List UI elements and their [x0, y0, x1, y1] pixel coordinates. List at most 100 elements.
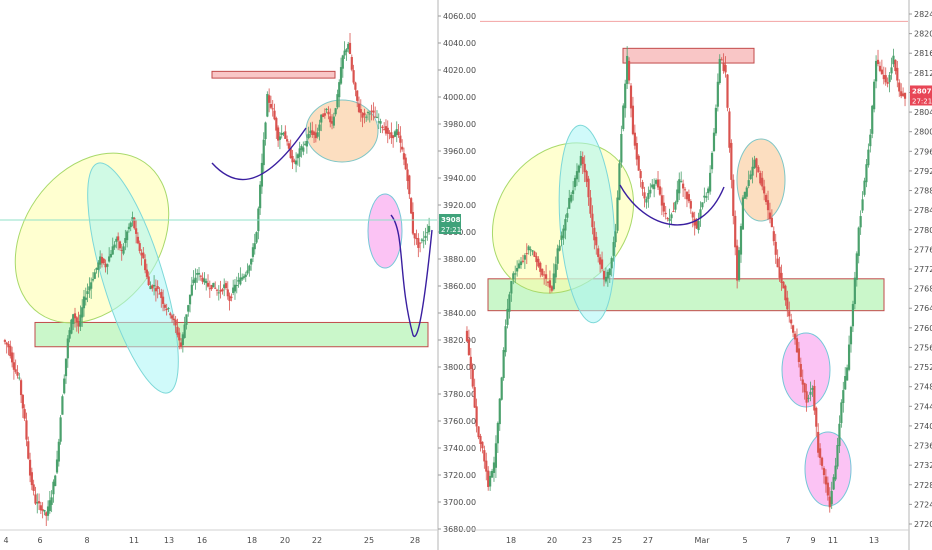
candle-body [533, 251, 536, 257]
candle-body [325, 108, 328, 110]
candle-body [375, 116, 379, 118]
candle-body [214, 287, 217, 289]
candle-body [43, 509, 46, 512]
y-tick-label: 3720.00 [443, 471, 476, 480]
candle-body [672, 211, 675, 213]
candle-body [531, 250, 534, 252]
x-tick-label: 13 [164, 536, 174, 545]
candle-body [583, 163, 586, 173]
candle-body [649, 189, 652, 194]
candle-body [127, 226, 131, 230]
candle-body [386, 127, 389, 134]
candle-body [393, 131, 397, 137]
candle-body [776, 258, 779, 268]
candle-body [172, 318, 175, 321]
candle-body [309, 130, 312, 134]
candle-body [757, 167, 760, 173]
y-tick-label: 2796.0 [914, 147, 932, 156]
price-label-box [910, 85, 932, 96]
candle-body [705, 196, 708, 198]
x-tick-label: 9 [810, 536, 815, 545]
candle-body [312, 131, 316, 136]
candle-body [291, 155, 294, 163]
panel-divider [446, 0, 454, 550]
candle-body [54, 475, 57, 487]
candle-body [66, 338, 69, 359]
candle-body [269, 103, 273, 108]
y-tick-label: 2760.0 [914, 324, 932, 333]
candle-body [734, 215, 737, 248]
candle-body [336, 94, 339, 108]
candle-body [566, 213, 569, 218]
candle-body [284, 131, 287, 139]
candle-body [836, 445, 839, 467]
candle-body [334, 108, 337, 115]
y-tick-label: 3760.00 [443, 417, 476, 426]
candle-body [37, 501, 41, 504]
candle-body [774, 241, 777, 255]
candle-body [45, 512, 48, 516]
candle-body [718, 58, 721, 83]
candle-body [10, 352, 14, 363]
candle-body [41, 509, 44, 511]
candle-body [552, 273, 555, 290]
candle-body [502, 349, 505, 378]
candle-body [341, 55, 344, 69]
candle-body [167, 308, 170, 310]
candle-body [39, 505, 42, 511]
candle-body [303, 143, 307, 145]
x-tick-label: 8 [84, 536, 89, 545]
candle-body [19, 380, 23, 396]
candle-body [693, 218, 696, 226]
y-tick-label: 2812.0 [914, 69, 932, 78]
y-tick-label: 2732.0 [914, 461, 932, 470]
y-tick-label: 2772.0 [914, 265, 932, 274]
candle-body [377, 121, 380, 123]
x-tick-label: 5 [742, 536, 747, 545]
candle-body [824, 476, 828, 485]
candle-body [546, 281, 550, 283]
y-tick-label: 2764.0 [914, 304, 932, 313]
highlight-ellipse [305, 99, 379, 163]
candle-body [415, 237, 418, 240]
candle-body [361, 113, 364, 118]
candle-body [610, 258, 613, 269]
candle-body [388, 132, 391, 134]
candle-body [169, 313, 172, 316]
candle-body [28, 459, 32, 476]
candle-body [381, 126, 384, 128]
candle-body [896, 67, 899, 81]
candle-body [208, 288, 211, 290]
highlight-ellipse [367, 193, 403, 269]
candle-body [68, 330, 71, 339]
candle-body [600, 259, 604, 269]
candle-body [90, 282, 93, 289]
candle-body [637, 155, 640, 171]
candle-body [805, 391, 808, 403]
candle-body [473, 387, 476, 408]
candle-body [469, 356, 472, 370]
candle-body [888, 74, 891, 83]
candle-body [564, 219, 567, 231]
x-tick-label: 18 [506, 536, 516, 545]
x-tick-label: 25 [612, 536, 622, 545]
candle-body [772, 231, 775, 242]
candle-body [52, 481, 55, 495]
candle-body [786, 297, 789, 310]
candle-body [840, 402, 843, 424]
candle-body [855, 253, 858, 280]
candle-body [14, 369, 17, 372]
candle-body [504, 326, 507, 353]
candle-body [606, 271, 609, 279]
candle-body [321, 114, 325, 117]
y-tick-label: 2824.0 [914, 10, 932, 19]
candle-body [755, 158, 758, 168]
candle-body [753, 159, 756, 169]
y-tick-label: 2780.0 [914, 226, 932, 235]
candle-body [109, 253, 113, 258]
candle-body [604, 276, 608, 282]
candle-body [639, 171, 642, 179]
candle-body [314, 132, 317, 139]
x-tick-label: 18 [247, 536, 257, 545]
